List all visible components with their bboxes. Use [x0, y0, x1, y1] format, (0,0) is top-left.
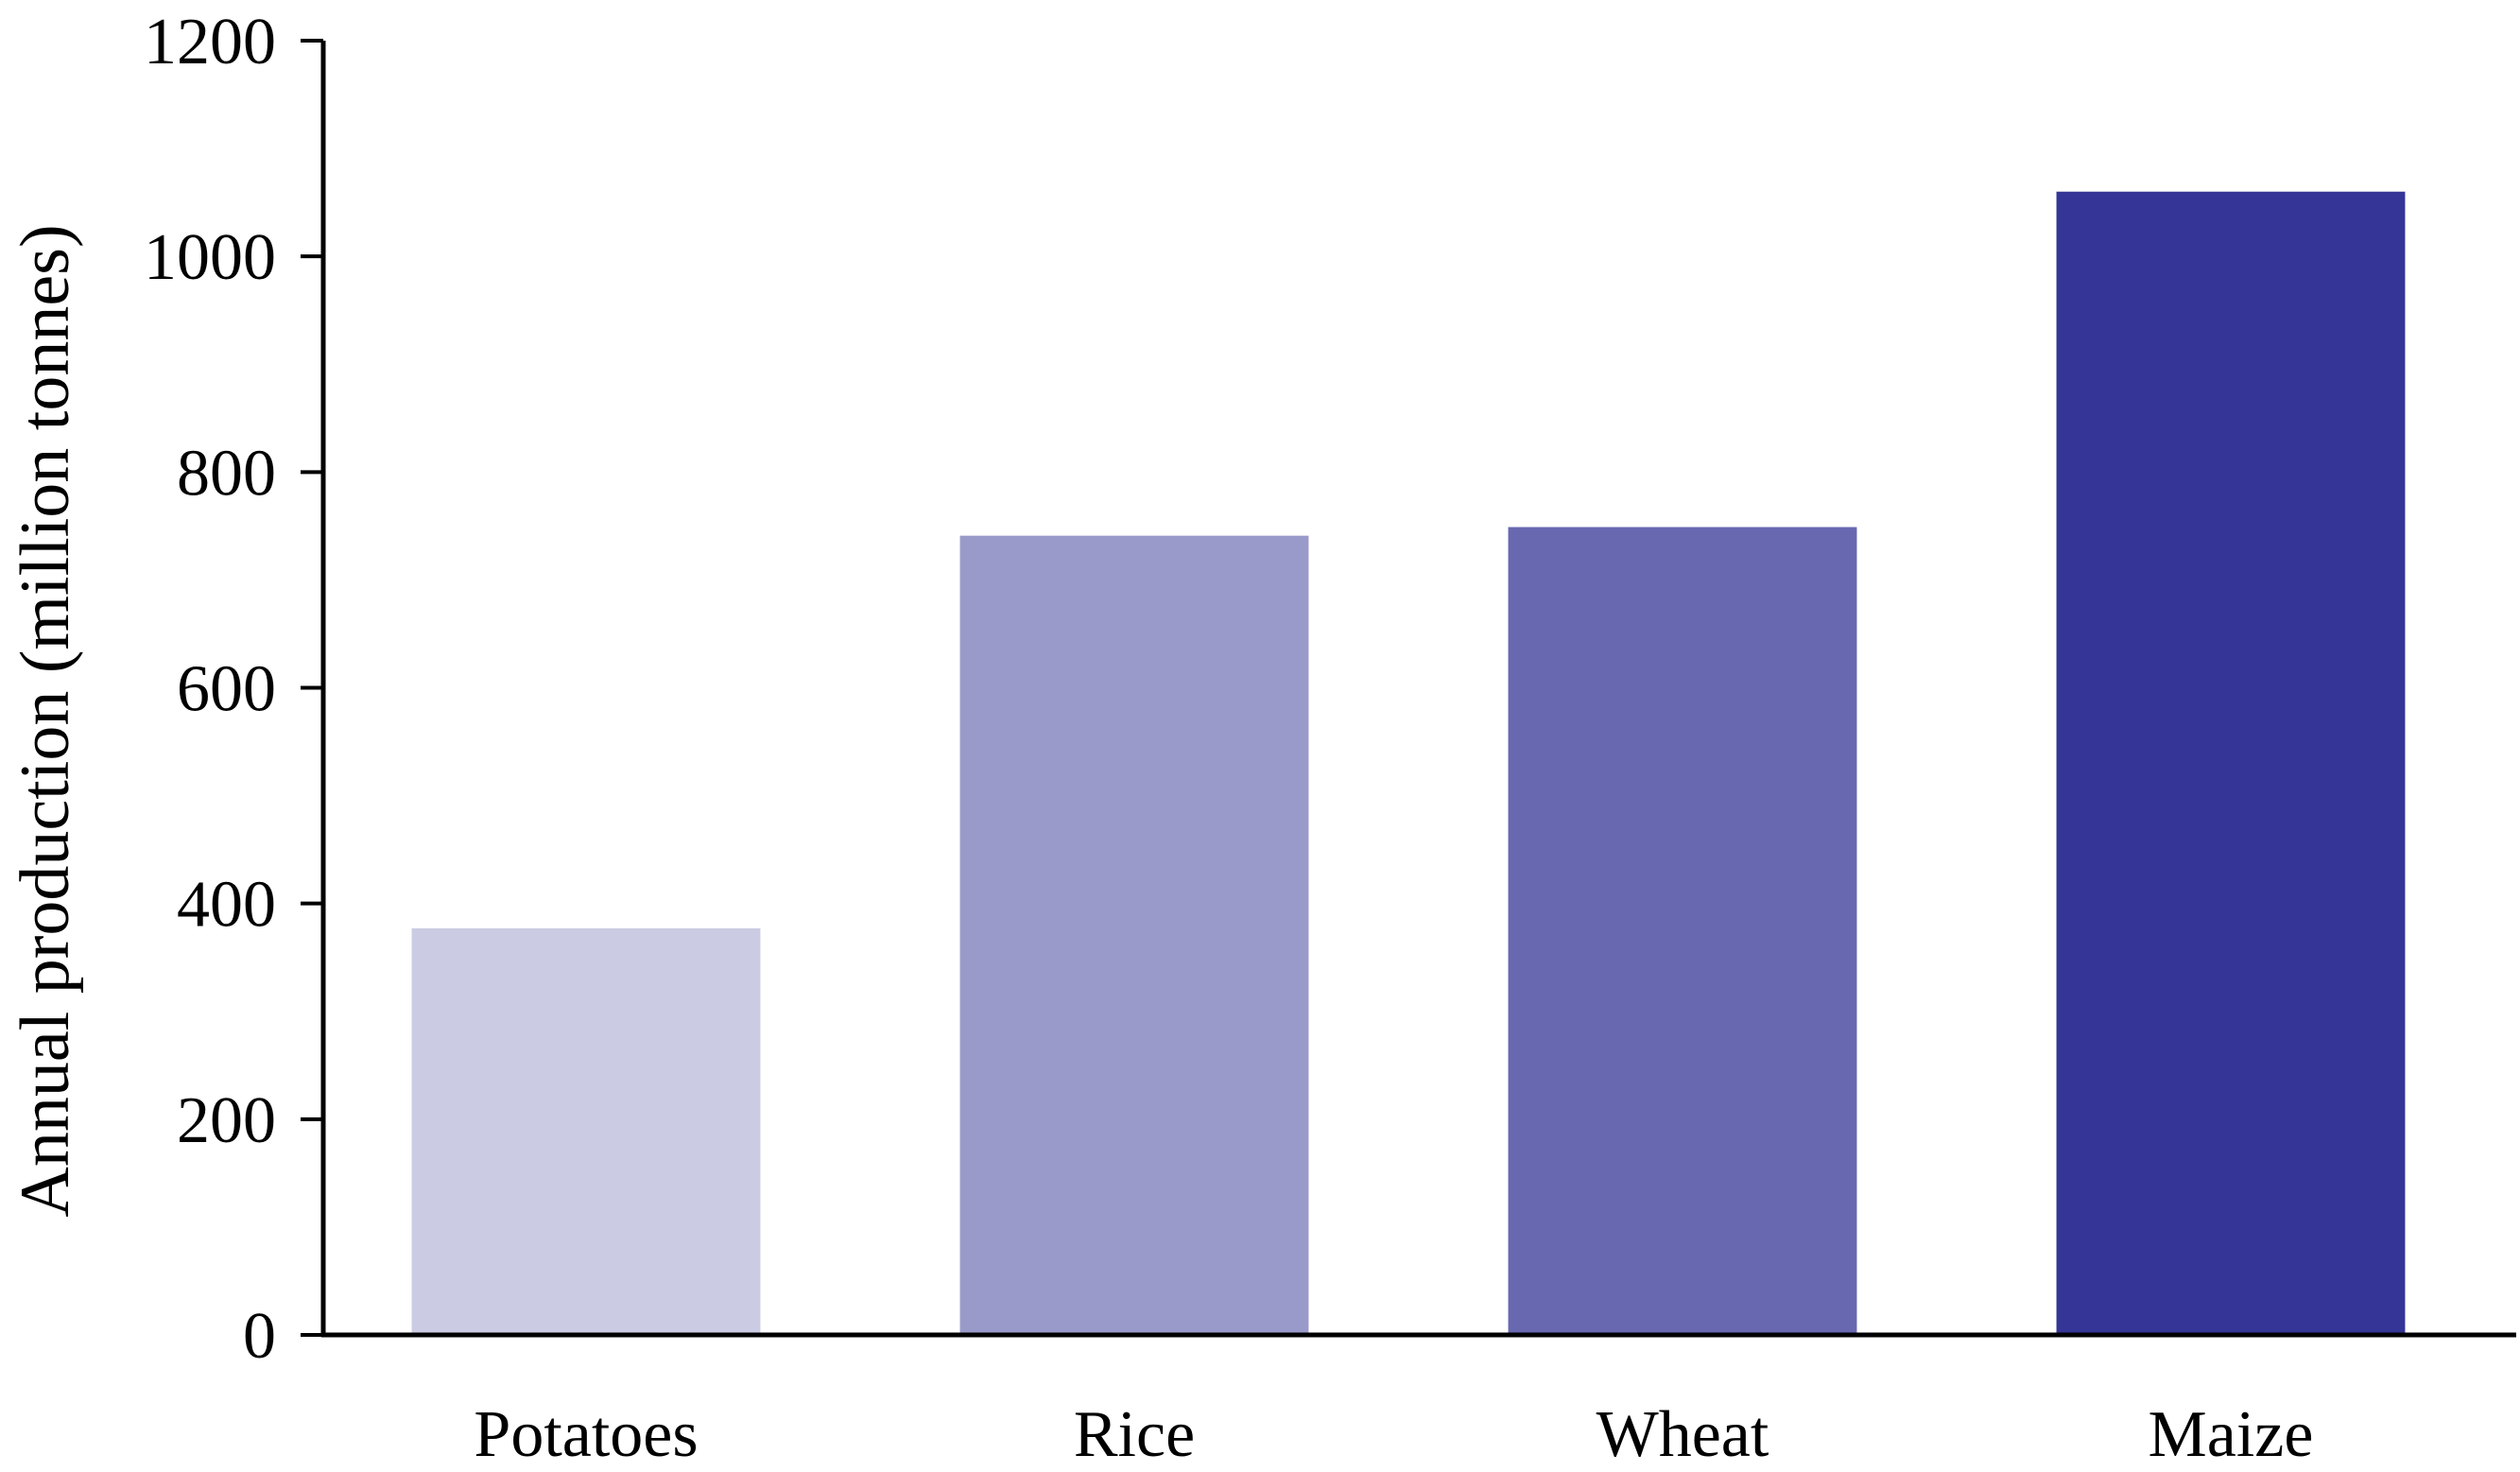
y-tick-label: 600	[177, 653, 276, 726]
x-category-label: Wheat	[1597, 1398, 1769, 1471]
bars	[411, 191, 2406, 1335]
bar-maize	[2056, 191, 2406, 1335]
y-tick-label: 200	[177, 1084, 276, 1157]
bar-wheat	[1508, 527, 1857, 1335]
bar-rice	[959, 535, 1309, 1335]
x-axis-labels: Potatoes Rice Wheat Maize	[474, 1398, 2313, 1471]
y-axis-ticks: 0 200 400 600 800 1000 1200	[144, 6, 323, 1373]
x-category-label: Potatoes	[474, 1398, 698, 1471]
x-category-label: Rice	[1074, 1398, 1195, 1471]
y-tick-label: 800	[177, 437, 276, 510]
y-axis-title: Annual production (million tonnes)	[7, 224, 84, 1217]
y-tick-label: 1200	[144, 6, 276, 78]
x-category-label: Maize	[2149, 1398, 2314, 1471]
bar-potatoes	[411, 927, 761, 1335]
y-tick-label: 1000	[144, 221, 276, 294]
y-tick-label: 400	[177, 869, 276, 942]
y-tick-label: 0	[243, 1300, 276, 1373]
